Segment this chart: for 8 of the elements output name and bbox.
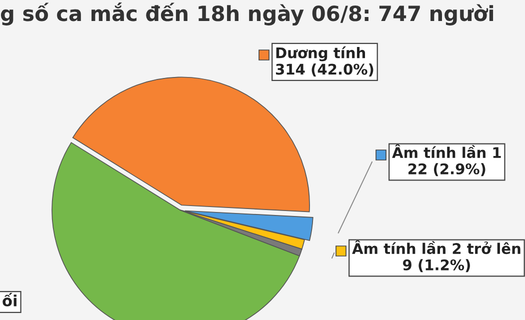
data-label: 314 (42.0%) [276, 63, 374, 76]
legend-label: Âm tính lần 1 [392, 144, 501, 158]
data-label: 22 (2.9%) [408, 163, 486, 176]
text: ối [2, 292, 16, 306]
legend-label: Âm tính lần 2 trở lên [352, 240, 520, 254]
data-label: 9 (1.2%) [402, 259, 470, 272]
chart-title: g số ca mắc đến 18h ngày 06/8: 747 người [0, 2, 494, 26]
legend-label: Dương tính [276, 46, 365, 62]
